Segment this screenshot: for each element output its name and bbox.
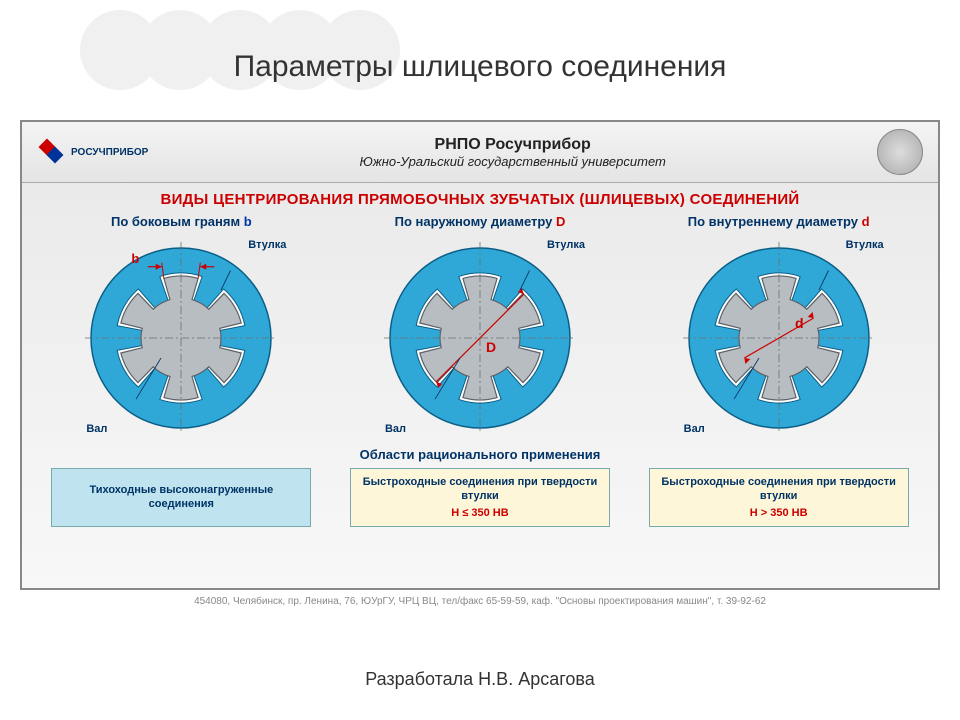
label-vtulka: Втулка: [846, 239, 884, 251]
diagram-wrap: b Втулка Вал: [36, 233, 326, 443]
label-vtulka: Втулка: [248, 239, 286, 251]
application-box: Тихоходные высоконагруженные соединения: [51, 468, 311, 527]
author-text: Разработала Н.В. Арсагова: [0, 669, 960, 690]
logo-text: РОСУЧПРИБОР: [71, 147, 148, 158]
spline-diagram: D: [380, 233, 580, 443]
univ-name: Южно-Уральский государственный университ…: [148, 154, 877, 169]
logo: РОСУЧПРИБОР: [37, 137, 148, 167]
column-header-prefix: По боковым граням: [111, 214, 244, 229]
app-box-text: Быстроходные соединения при твердости вт…: [359, 475, 601, 504]
diagram-title: ВИДЫ ЦЕНТРИРОВАНИЯ ПРЯМОБОЧНЫХ ЗУБЧАТЫХ …: [22, 183, 938, 214]
section-subtitle: Области рационального применения: [22, 447, 938, 462]
app-box-condition: H > 350 HB: [750, 506, 808, 520]
frame-header: РОСУЧПРИБОР РНПО Росучприбор Южно-Уральс…: [22, 122, 938, 183]
application-box: Быстроходные соединения при твердости вт…: [649, 468, 909, 527]
diagram-wrap: Втулка d Вал: [634, 233, 924, 443]
column-header: По внутреннему диаметру d: [634, 214, 924, 229]
dimension-label-b: b: [131, 251, 139, 266]
header-text: РНПО Росучприбор Южно-Уральский государс…: [148, 136, 877, 169]
column-param: D: [556, 214, 565, 229]
diagram-wrap: Втулка D Вал: [335, 233, 625, 443]
spline-diagram: [81, 233, 281, 443]
svg-text:D: D: [486, 339, 496, 355]
app-box-text: Быстроходные соединения при твердости вт…: [658, 475, 900, 504]
diagram-column: По боковым граням b b Втулка Вал: [36, 214, 326, 443]
application-boxes: Тихоходные высоконагруженные соединения Б…: [22, 468, 938, 535]
column-header-prefix: По наружному диаметру: [395, 214, 556, 229]
column-param: b: [244, 214, 252, 229]
column-header-prefix: По внутреннему диаметру: [688, 214, 862, 229]
diagram-column: По наружному диаметру D Втулка D Вал: [335, 214, 625, 443]
column-param: d: [862, 214, 870, 229]
app-box-text: Тихоходные высоконагруженные соединения: [60, 483, 302, 512]
slide-title: Параметры шлицевого соединения: [0, 50, 960, 84]
application-box: Быстроходные соединения при твердости вт…: [350, 468, 610, 527]
label-val: Вал: [684, 423, 705, 435]
footer-text: 454080, Челябинск, пр. Ленина, 76, ЮУрГУ…: [0, 596, 960, 607]
diagram-column: По внутреннему диаметру d Втулка d Вал: [634, 214, 924, 443]
label-val: Вал: [86, 423, 107, 435]
logo-icon: [37, 137, 67, 167]
diagram-frame: РОСУЧПРИБОР РНПО Росучприбор Южно-Уральс…: [20, 120, 940, 590]
app-box-condition: H ≤ 350 HB: [451, 506, 508, 520]
diagram-columns: По боковым граням b b Втулка Вал По нару…: [22, 214, 938, 443]
spline-diagram: d: [679, 233, 879, 443]
svg-text:d: d: [795, 315, 804, 331]
org-name: РНПО Росучприбор: [148, 136, 877, 154]
label-val: Вал: [385, 423, 406, 435]
column-header: По наружному диаметру D: [335, 214, 625, 229]
column-header: По боковым граням b: [36, 214, 326, 229]
emblem-icon: [877, 129, 923, 175]
label-vtulka: Втулка: [547, 239, 585, 251]
